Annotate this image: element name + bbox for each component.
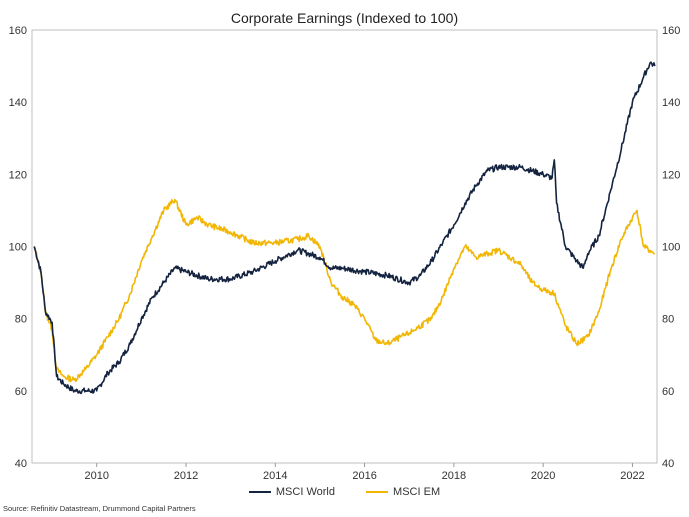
y-tick-label-left: 80	[15, 314, 27, 326]
y-tick-label-left: 160	[9, 25, 27, 37]
series-line-msci-world	[33, 61, 656, 395]
x-tick-label: 2020	[531, 470, 555, 482]
series-layer	[33, 61, 656, 395]
legend-label-msci-world: MSCI World	[275, 486, 335, 498]
x-axis: 2010 2012 2014 2016 2018 2020 2022	[84, 463, 645, 482]
y-tick-label-right: 60	[662, 386, 674, 398]
chart-title: Corporate Earnings (Indexed to 100)	[230, 10, 459, 26]
y-tick-label-right: 40	[662, 458, 674, 470]
x-tick-label: 2012	[174, 470, 198, 482]
legend-swatch-msci-em	[366, 491, 389, 494]
y-tick-label-right: 140	[662, 97, 680, 109]
y-tick-label-right: 160	[662, 25, 680, 37]
plot-area	[31, 29, 658, 464]
legend-label-msci-em: MSCI EM	[393, 486, 441, 498]
legend-swatch-msci-world	[248, 491, 271, 494]
y-tick-label-left: 120	[9, 169, 27, 181]
y-tick-label-left: 140	[9, 97, 27, 109]
legend-item-msci-em: MSCI EM	[366, 486, 440, 498]
x-tick-label: 2010	[84, 470, 108, 482]
legend: MSCI World MSCI EM	[0, 486, 689, 498]
legend-item-msci-world: MSCI World	[248, 486, 335, 498]
x-tick-label: 2014	[263, 470, 287, 482]
y-tick-label-right: 120	[662, 169, 680, 181]
y-tick-label-left: 100	[9, 242, 27, 254]
x-tick-label: 2016	[352, 470, 376, 482]
y-tick-label-right: 100	[662, 242, 680, 254]
source-note: Source: Refinitiv Datastream, Drummond C…	[3, 504, 196, 513]
y-axis-left: 40 60 80 100 120 140 160	[9, 25, 27, 470]
x-tick-label: 2022	[620, 470, 644, 482]
x-tick-label: 2018	[442, 470, 466, 482]
series-line-msci-em	[33, 198, 655, 383]
y-axis-right: 40 60 80 100 120 140 160	[662, 25, 680, 470]
y-tick-label-left: 40	[15, 458, 27, 470]
y-tick-label-left: 60	[15, 386, 27, 398]
y-tick-label-right: 80	[662, 314, 674, 326]
